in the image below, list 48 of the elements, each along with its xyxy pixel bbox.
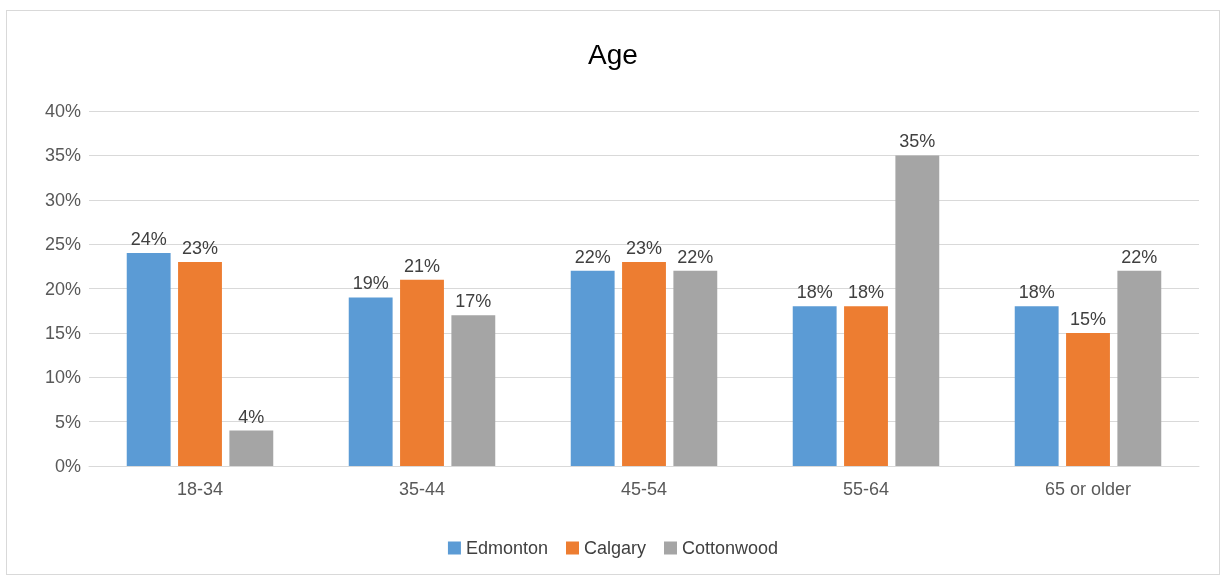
x-tick-label: 45-54 bbox=[620, 479, 668, 499]
bar bbox=[673, 270, 718, 466]
data-label: 18% bbox=[847, 282, 885, 303]
chart-title: Age bbox=[588, 38, 638, 70]
legend-label: Calgary bbox=[583, 538, 647, 558]
bar bbox=[1117, 270, 1162, 466]
x-tick-label: 35-44 bbox=[398, 479, 446, 499]
data-label: 23% bbox=[625, 237, 663, 258]
bar bbox=[348, 297, 393, 466]
bar bbox=[229, 430, 274, 466]
y-tick-label: 10% bbox=[44, 367, 81, 388]
bar bbox=[792, 306, 837, 466]
data-label: 19% bbox=[352, 273, 389, 294]
bar bbox=[451, 315, 496, 466]
data-label: 18% bbox=[796, 282, 833, 303]
y-tick-label: 25% bbox=[44, 234, 81, 255]
y-tick-label: 35% bbox=[44, 145, 81, 166]
data-label: 35% bbox=[899, 131, 936, 152]
data-label: 4% bbox=[238, 406, 265, 427]
x-tick-label: 65 or older bbox=[1044, 479, 1132, 499]
data-label: 23% bbox=[181, 237, 219, 258]
bar bbox=[570, 270, 615, 466]
bar bbox=[126, 253, 171, 466]
bar bbox=[844, 306, 888, 466]
data-label: 22% bbox=[1121, 246, 1158, 267]
y-tick-label: 20% bbox=[44, 278, 81, 299]
y-tick-label: 5% bbox=[54, 411, 81, 432]
data-label: 24% bbox=[130, 229, 167, 249]
bar bbox=[400, 279, 444, 466]
bar bbox=[1014, 306, 1059, 466]
bar bbox=[1066, 332, 1110, 466]
data-label: 22% bbox=[677, 246, 714, 267]
data-label: 17% bbox=[455, 291, 492, 312]
y-tick-label: 40% bbox=[44, 101, 81, 121]
y-tick-label: 0% bbox=[54, 456, 81, 476]
bar bbox=[622, 261, 666, 466]
y-tick-label: 30% bbox=[44, 189, 81, 210]
data-label: 15% bbox=[1069, 308, 1107, 329]
bar bbox=[178, 261, 222, 466]
data-label: 22% bbox=[574, 246, 611, 267]
y-tick-label: 15% bbox=[44, 322, 81, 343]
x-tick-label: 18-34 bbox=[176, 479, 224, 499]
bar bbox=[895, 155, 940, 466]
x-tick-label: 55-64 bbox=[842, 479, 890, 499]
data-label: 18% bbox=[1018, 282, 1055, 303]
legend-label: Edmonton bbox=[465, 538, 548, 558]
legend-label: Cottonwood bbox=[682, 538, 779, 558]
data-label: 21% bbox=[403, 255, 441, 276]
